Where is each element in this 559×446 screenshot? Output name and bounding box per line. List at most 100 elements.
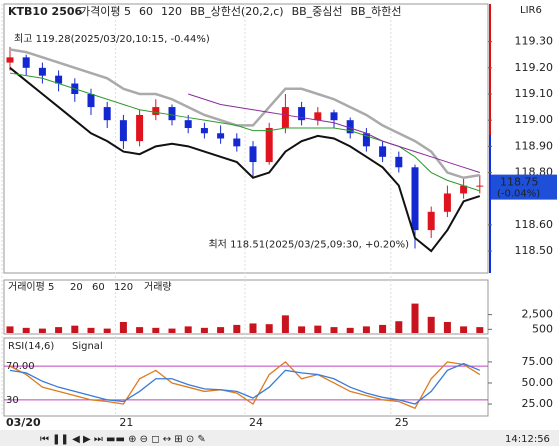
volume-bar (265, 324, 273, 333)
volume-bar (443, 321, 451, 333)
rsi-tick-label: 50.00 (522, 376, 554, 389)
x-tick-label: 21 (119, 416, 133, 429)
volume-tick-label: 2,500 (522, 308, 554, 321)
volume-bar (87, 327, 95, 333)
rsi-legend: Signal (72, 341, 103, 352)
volume-bar (119, 321, 127, 333)
price-panel (3, 3, 489, 274)
volume-bar (411, 303, 419, 333)
x-tick-label: 25 (395, 416, 409, 429)
x-tick-label: 03/20 (6, 416, 41, 429)
indicator-line (9, 48, 480, 180)
volume-bar (6, 326, 14, 333)
volume-title: 거래이평 5 (8, 281, 54, 293)
legend-entry: BB_하한선 (351, 4, 402, 18)
candle-body (233, 138, 241, 147)
candle-body (152, 107, 160, 115)
candle-body (55, 75, 63, 84)
volume-bar (152, 327, 160, 333)
legend-entry: BB_상한선(20,2,c) (190, 5, 284, 18)
x-tick-label: 24 (249, 416, 263, 429)
candle-body (281, 107, 289, 129)
volume-legend-entry: 120 (114, 282, 133, 293)
volume-bar (233, 324, 241, 333)
candle-body (168, 107, 176, 121)
candle-body (217, 133, 225, 139)
candle-body (136, 114, 144, 142)
volume-bar (476, 327, 484, 333)
toolbar-icons[interactable]: ⏮ ❚❚ ◀ ▶ ⏭ ▬▬ ⊕ ⊖ ◻ ↔ ⊞ ⊙ ✎ (40, 434, 206, 445)
current-price-box (491, 174, 557, 200)
candle-body (330, 112, 338, 121)
candle-body (314, 112, 322, 121)
candle-body (476, 185, 484, 187)
rsi-panel (3, 337, 489, 417)
current-change: (-0.04%) (497, 189, 540, 200)
volume-bar (427, 316, 435, 333)
price-tick-label: 118.50 (515, 244, 554, 257)
volume-bar (200, 327, 208, 333)
price-tick-label: 119.30 (515, 35, 554, 48)
volume-bar (281, 315, 289, 333)
volume-tick-label: 500 (532, 322, 553, 335)
candle-body (411, 167, 419, 231)
candle-body (119, 120, 127, 142)
candle-body (427, 211, 435, 231)
toolbar (0, 430, 559, 446)
clock: 14:12:56 (505, 434, 550, 445)
volume-bar (38, 328, 46, 333)
high-note: 최고 119.28(2025/03/20,10:15, -0.44%) (14, 33, 210, 45)
candle-body (443, 193, 451, 212)
rsi-line (9, 361, 481, 410)
legend-entry: 120 (161, 5, 182, 18)
price-tick-label: 118.60 (515, 218, 554, 231)
candle-body (38, 67, 46, 76)
legend-entry: 60 (139, 5, 153, 18)
price-tick-label: 119.10 (515, 87, 554, 100)
volume-bar (168, 328, 176, 333)
volume-legend-entry: 20 (70, 282, 83, 293)
volume-bar (298, 326, 306, 333)
candle-body (395, 156, 403, 168)
symbol: KTB10 2506 (8, 5, 83, 18)
indicator-line (188, 93, 480, 174)
candle-body (200, 128, 208, 134)
volume-bar (71, 325, 79, 333)
volume-bar (184, 326, 192, 333)
volume-bar (136, 327, 144, 333)
candle-body (265, 128, 273, 163)
candle-body (298, 107, 306, 121)
price-tick-label: 119.00 (515, 113, 554, 126)
volume-legend-entry: 60 (92, 282, 105, 293)
volume-bar (330, 327, 338, 333)
rsi-tick-label: 25.00 (522, 397, 554, 410)
current-price: 118.75 (500, 176, 539, 189)
volume-legend-entry: 거래량 (144, 281, 172, 293)
candle-body (346, 120, 354, 134)
corner-buttons[interactable]: LIR6 (520, 5, 542, 16)
volume-bar (103, 328, 111, 333)
indicator-line (9, 67, 481, 253)
indicator-line (9, 72, 480, 192)
candle-body (103, 107, 111, 121)
candle-body (379, 146, 387, 157)
volume-bar (22, 327, 30, 333)
volume-bar (362, 326, 370, 333)
price-tick-label: 119.20 (515, 61, 554, 74)
candle-body (362, 133, 370, 147)
volume-bar (249, 323, 257, 333)
volume-bar (314, 325, 322, 333)
candle-body (6, 57, 14, 63)
candle-body (460, 185, 468, 194)
volume-bar (395, 321, 403, 333)
candle-body (184, 120, 192, 129)
legend-entry: 가격이평 5 (80, 5, 131, 18)
rsi-level-label: 70.00 (6, 361, 35, 372)
volume-panel (3, 279, 489, 335)
low-note: 최저 118.51(2025/03/25,09:30, +0.20%) (208, 238, 409, 250)
price-tick-label: 118.90 (515, 139, 554, 152)
rsi-level-label: 30 (6, 395, 19, 406)
legend-entry: BB_중심선 (292, 5, 343, 18)
